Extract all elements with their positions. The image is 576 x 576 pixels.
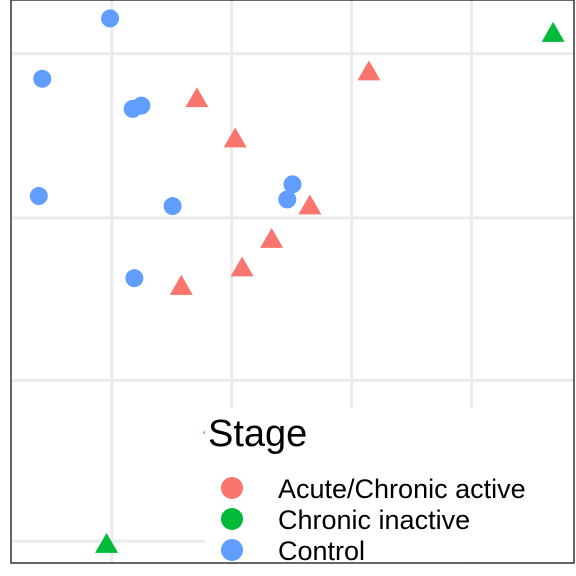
panel-border — [10, 0, 575, 564]
point-acute-chronic-active-5 — [230, 256, 254, 277]
legend-key-chronic-inactive — [221, 508, 243, 530]
point-control-6 — [283, 175, 302, 194]
point-control-7 — [278, 190, 297, 209]
legend-label-acute-chronic-active: Acute/Chronic active — [278, 474, 526, 504]
legend-background — [205, 408, 574, 562]
point-chronic-inactive-2 — [95, 532, 119, 553]
point-control-4 — [29, 187, 48, 206]
point-control-5 — [163, 197, 182, 216]
legend-key-acute-chronic-active — [221, 477, 243, 499]
legend-key-control — [221, 539, 243, 561]
legend-label-control: Control — [278, 536, 365, 566]
legend-title: Stage — [208, 413, 307, 455]
point-control-3 — [132, 96, 151, 115]
legend-label-chronic-inactive: Chronic inactive — [278, 505, 470, 535]
point-acute-chronic-active-2 — [357, 60, 381, 81]
point-control-1 — [33, 69, 52, 88]
point-acute-chronic-active-4 — [260, 228, 284, 248]
point-chronic-inactive-0 — [541, 21, 565, 42]
point-acute-chronic-active-1 — [223, 127, 247, 148]
point-control-8 — [125, 269, 144, 288]
point-acute-chronic-active-3 — [298, 194, 322, 215]
point-control-0 — [101, 9, 120, 28]
point-acute-chronic-active-0 — [185, 87, 209, 108]
point-acute-chronic-active-6 — [169, 274, 193, 295]
